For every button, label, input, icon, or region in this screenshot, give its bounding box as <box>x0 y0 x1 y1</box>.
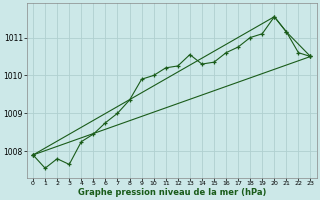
X-axis label: Graphe pression niveau de la mer (hPa): Graphe pression niveau de la mer (hPa) <box>77 188 266 197</box>
